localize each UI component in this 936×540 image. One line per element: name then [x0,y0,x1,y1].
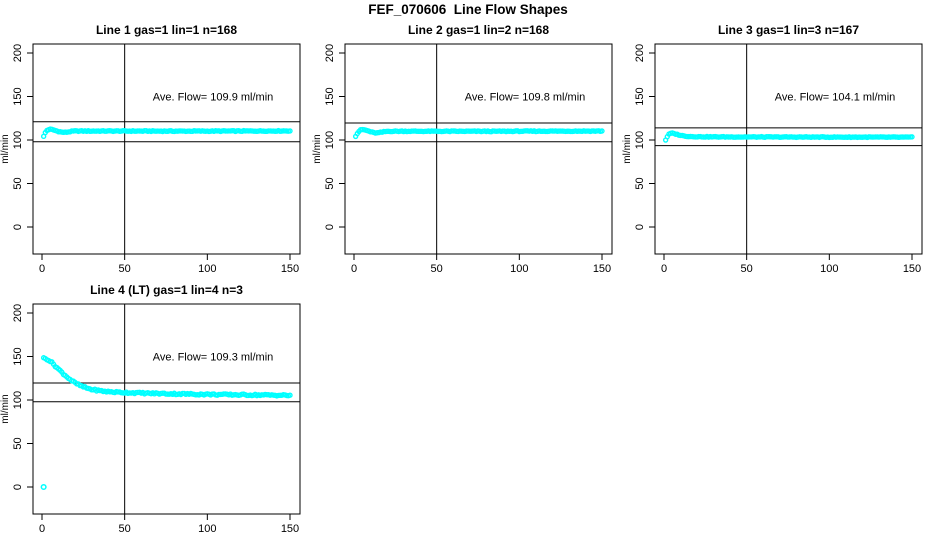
panel-title: Line 1 gas=1 lin=1 n=168 [96,23,237,37]
y-tick-label: 100 [324,131,336,149]
plot-box [654,43,923,255]
y-tick-label: 150 [12,347,24,365]
y-tick-label: 100 [634,131,646,149]
panel-title: Line 4 (LT) gas=1 lin=4 n=3 [90,283,243,297]
x-tick-label: 0 [351,263,357,275]
y-axis-title: ml/min [312,134,323,163]
y-tick-label: 150 [12,87,24,105]
figure-title: FEF_070606 Line Flow Shapes [368,2,568,17]
y-tick-label: 50 [12,177,24,189]
y-tick-label: 0 [324,224,336,230]
x-tick-label: 150 [281,523,299,535]
y-tick-label: 100 [12,391,24,409]
panel-2: Line 2 gas=1 lin=2 n=168 0 50 100 150 0 50 100 1… [312,23,613,275]
y-tick-label: 200 [634,44,646,62]
data-series [662,130,915,143]
x-tick-label: 0 [661,263,667,275]
y-axis-title: ml/min [622,134,633,163]
y-tick-label: 0 [634,224,646,230]
y-axis-title: ml/min [0,134,11,163]
panel-title: Line 2 gas=1 lin=2 n=168 [408,23,549,37]
y-tick-label: 200 [12,44,24,62]
x-tick-label: 100 [198,263,216,275]
panel-title: Line 3 gas=1 lin=3 n=167 [718,23,859,37]
data-series [40,126,293,140]
x-tick-label: 150 [593,263,611,275]
data-point [287,128,293,134]
avg-flow-label: Ave. Flow= 104.1 ml/min [775,92,896,104]
y-tick-label: 200 [12,304,24,322]
x-tick-label: 100 [820,263,838,275]
panel-3: Line 3 gas=1 lin=3 n=167 0 50 100 150 0 50 100 1… [622,23,923,275]
y-tick-label: 150 [324,87,336,105]
x-tick-label: 100 [510,263,528,275]
y-tick-label: 0 [12,484,24,490]
x-tick-label: 50 [119,263,131,275]
data-point [599,128,605,134]
outlier-point [40,483,47,491]
avg-flow-label: Ave. Flow= 109.3 ml/min [153,352,274,364]
data-series [40,355,293,399]
y-tick-label: 100 [12,131,24,149]
y-tick-label: 50 [12,437,24,449]
x-tick-label: 150 [281,263,299,275]
panel-1: Line 1 gas=1 lin=1 n=168 0 50 100 150 0 50 100 1… [0,23,301,275]
x-tick-label: 50 [431,263,443,275]
x-tick-label: 0 [39,263,45,275]
data-point [909,134,915,140]
x-tick-label: 100 [198,523,216,535]
y-axis-title: ml/min [0,394,11,423]
x-tick-label: 150 [903,263,921,275]
avg-flow-label: Ave. Flow= 109.9 ml/min [153,92,274,104]
x-tick-label: 50 [741,263,753,275]
y-tick-label: 50 [324,177,336,189]
x-tick-label: 50 [119,523,131,535]
panel-4: Line 4 (LT) gas=1 lin=4 n=3 0 50 100 150 0 50 1… [0,283,301,535]
y-tick-label: 0 [12,224,24,230]
y-tick-label: 50 [634,177,646,189]
avg-flow-label: Ave. Flow= 109.8 ml/min [465,92,586,104]
y-tick-label: 200 [324,44,336,62]
plot-box [32,303,301,515]
data-point [287,392,293,398]
data-series [352,126,605,140]
x-tick-label: 0 [39,523,45,535]
plot-box [344,43,613,255]
plot-box [32,43,301,255]
y-tick-label: 150 [634,87,646,105]
